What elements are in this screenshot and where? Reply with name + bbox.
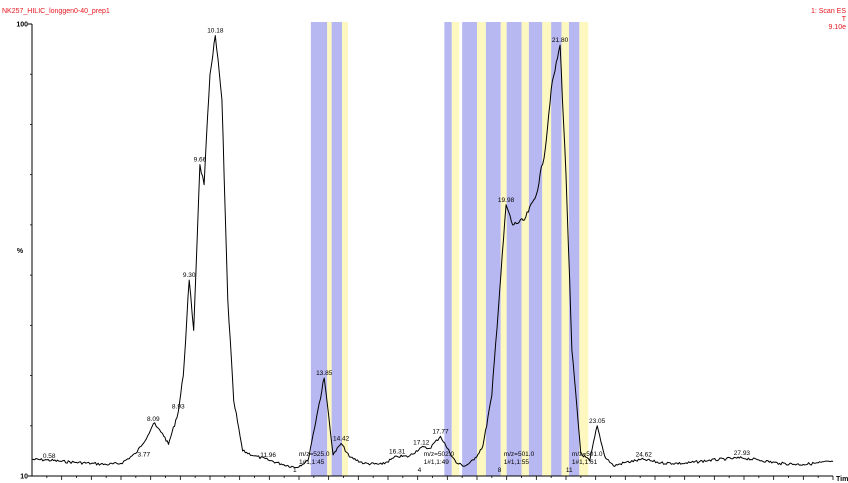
peak-label: 3.77 [138, 451, 151, 458]
peak-label: 0.58 [43, 453, 56, 460]
scan-annotation-line: 1#1,1:61 [572, 459, 598, 466]
peak-label: 17.77 [432, 428, 449, 435]
peak-label: 8.09 [147, 416, 160, 423]
highlight-band-9 [500, 22, 507, 476]
scan-tic-label: T [841, 16, 846, 23]
chart-title: NK257_HILIC_longgen0-40_prep1 [2, 8, 110, 15]
peak-label: 9.30 [183, 272, 196, 279]
peak-label: 14.42 [333, 435, 350, 442]
scan-annotation-line: 1#1,1:49 [424, 459, 450, 466]
highlight-band-7 [477, 22, 486, 476]
peak-label: 13.85 [316, 370, 333, 377]
scan-function-label: 1: Scan ES [810, 8, 846, 15]
scan-annotations: m/z=525.01#1,1:451 m/z=502.01#1,1:494 m/z=… [293, 451, 603, 474]
highlight-bands [310, 22, 589, 476]
highlight-band-8 [485, 22, 501, 476]
peak-label: 11.96 [260, 452, 276, 459]
peak-label: 9.66 [194, 157, 207, 164]
peak-label: 10.18 [207, 28, 224, 35]
scan-annotation-line: 1#1,1:45 [299, 459, 325, 466]
peak-label: 27.93 [734, 450, 751, 457]
x-axis-label: Time [836, 476, 848, 483]
highlight-band-1 [327, 22, 332, 476]
highlight-band-6 [462, 22, 477, 476]
highlight-band-14 [551, 22, 562, 476]
highlight-band-2 [331, 22, 343, 476]
highlight-band-10 [506, 22, 522, 476]
peak-label: 19.98 [498, 197, 515, 204]
highlight-band-4 [444, 22, 452, 476]
scan-annotation-line: 4 [418, 467, 422, 474]
highlight-band-11 [521, 22, 529, 476]
peak-label: 17.12 [413, 439, 430, 446]
highlight-band-17 [579, 22, 589, 476]
peak-label: 21.80 [552, 37, 569, 44]
peak-labels: 0.58 3.77 8.09 8.93 9.30 9.66 10.18 11.96 13.85 1… [43, 28, 751, 460]
highlight-band-5 [451, 22, 460, 476]
y-axis-label: % [17, 248, 24, 255]
y-tick-label: 100 [16, 22, 28, 29]
highlight-band-16 [568, 22, 580, 476]
highlight-band-3 [342, 22, 348, 476]
peak-label: 16.31 [389, 448, 406, 455]
peak-label: 24.62 [636, 451, 653, 458]
scan-annotation-line: m/z=501.0 [504, 451, 535, 458]
scan-annotation-line: 11 [566, 467, 573, 474]
chromatogram-trace [32, 35, 834, 469]
scan-annotation-line: m/z=502.0 [424, 451, 455, 458]
scan-annotation-line: m/z=525.0 [299, 451, 330, 458]
highlight-band-0 [310, 22, 328, 476]
y-tick-label: 10 [20, 474, 28, 481]
scan-annotation-line: 8 [498, 467, 502, 474]
highlight-band-12 [528, 22, 543, 476]
scan-intensity-label: 9.10e [828, 24, 846, 31]
trace-layer [32, 35, 834, 469]
highlight-band-15 [561, 22, 569, 476]
peak-label: 23.05 [589, 418, 606, 425]
scan-annotation-line: 1 [293, 467, 297, 474]
scan-annotation-line: m/z=501.0 [572, 451, 603, 458]
axes: 10 100% Time [16, 22, 848, 483]
scan-annotation-line: 1#1,1:55 [504, 459, 530, 466]
highlight-band-13 [542, 22, 552, 476]
peak-label: 8.93 [172, 404, 185, 411]
